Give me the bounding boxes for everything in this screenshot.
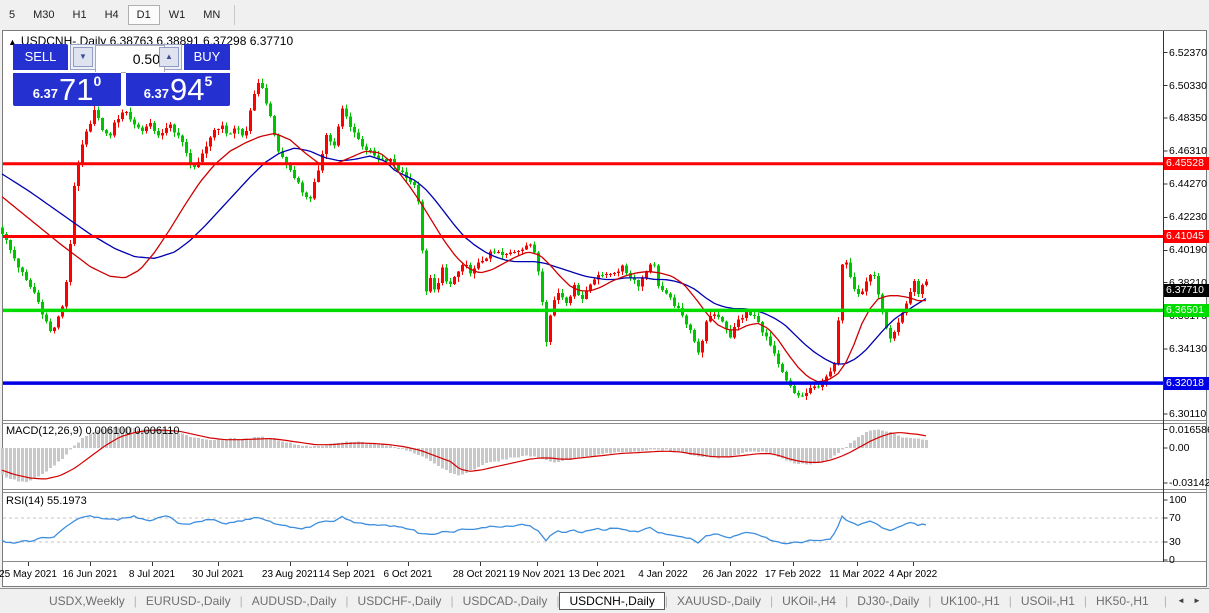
tab-separator: | (133, 594, 137, 608)
volume-increase-button[interactable]: ▲ (159, 47, 179, 67)
tab-separator: | (1008, 594, 1012, 608)
timeframe-button-5[interactable]: 5 (9, 8, 16, 21)
bid-price-display[interactable]: 6.37 71 0 (13, 72, 121, 106)
bid-main-digits: 71 (59, 72, 94, 107)
chart-tab-ukoil-h4[interactable]: UKOil-,H4 (782, 594, 837, 608)
ask-price-display[interactable]: 6.37 94 5 (126, 72, 230, 106)
timeframe-button-d1[interactable]: D1 (127, 4, 160, 25)
chart-tab-uk100-h1[interactable]: UK100-,H1 (940, 594, 1000, 608)
volume-spinner: ▼ ▲ (70, 44, 182, 73)
chart-tab-usdchf-daily[interactable]: USDCHF-,Daily (357, 594, 442, 608)
tab-navigation: | ◄ ► (1164, 593, 1205, 609)
chart-tab-dj30-daily[interactable]: DJ30-,Daily (857, 594, 920, 608)
chart-tab-usdcad-daily[interactable]: USDCAD-,Daily (462, 594, 548, 608)
sell-button[interactable]: SELL (13, 44, 68, 70)
chart-tab-eurusd-daily[interactable]: EURUSD-,Daily (145, 594, 231, 608)
bid-pipette-digit: 0 (93, 73, 102, 89)
tab-nav-separator: | (1163, 594, 1167, 608)
chart-tab-usdx-weekly[interactable]: USDX,Weekly (49, 594, 125, 608)
scroll-tabs-right-button[interactable]: ► (1193, 596, 1201, 605)
bid-prefix: 6.37 (32, 86, 59, 101)
chevron-down-icon: ▼ (79, 52, 87, 61)
toolbar-separator (234, 4, 236, 25)
buy-button[interactable]: BUY (184, 44, 230, 70)
chart-tab-audusd-daily[interactable]: AUDUSD-,Daily (251, 594, 337, 608)
volume-input[interactable] (95, 45, 165, 73)
timeframe-button-m30[interactable]: M30 (33, 8, 55, 21)
scroll-tabs-left-button[interactable]: ◄ (1177, 596, 1185, 605)
tab-separator: | (450, 594, 454, 608)
timeframe-button-mn[interactable]: MN (203, 8, 221, 21)
tab-separator: | (664, 594, 668, 608)
tab-separator: | (845, 594, 849, 608)
chart-tab-hk50-h1[interactable]: HK50-,H1 (1096, 594, 1149, 608)
chart-tab-usoil-h1[interactable]: USOil-,H1 (1020, 594, 1075, 608)
timeframe-button-h4[interactable]: H4 (104, 8, 119, 21)
tab-separator: | (928, 594, 932, 608)
tab-separator: | (345, 594, 349, 608)
tab-separator: | (769, 594, 774, 608)
tab-separator: | (239, 594, 243, 608)
tab-separator: | (1083, 594, 1088, 608)
timeframe-button-w1[interactable]: W1 (168, 8, 186, 21)
one-click-trading-panel: SELL ▼ ▲ BUY 6.37 71 0 6.37 94 5 (13, 44, 230, 106)
symbol-tab-bar: USDX,Weekly | EURUSD-,Daily | AUDUSD-,Daily |… (0, 588, 1209, 613)
timeframe-toolbar: 5 M30 H1 H4 D1 W1 MN (0, 0, 1209, 29)
volume-decrease-button[interactable]: ▼ (73, 47, 93, 67)
chart-tab-xauusd-daily[interactable]: XAUUSD-,Daily (676, 594, 761, 608)
tab-separator: | (556, 594, 560, 608)
ask-prefix: 6.37 (143, 86, 170, 101)
chevron-up-icon: ▲ (165, 52, 173, 61)
ask-pipette-digit: 5 (204, 73, 213, 89)
chart-tab-usdcnh-daily[interactable]: USDCNH-,Daily (559, 592, 665, 610)
timeframe-button-h1[interactable]: H1 (72, 8, 87, 21)
ask-main-digits: 94 (170, 72, 205, 107)
